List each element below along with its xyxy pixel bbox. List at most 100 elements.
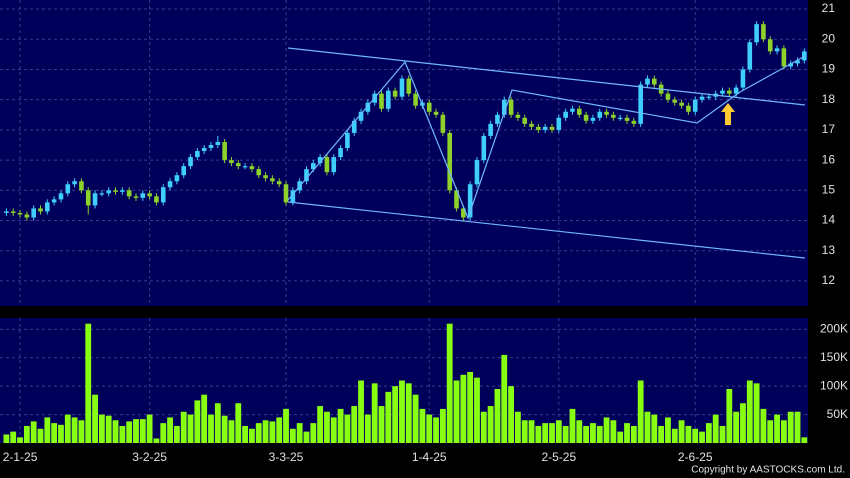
y-tick-label: 19 — [822, 62, 836, 76]
volume-bar — [760, 408, 767, 443]
y-tick-label: 17 — [822, 122, 836, 136]
candle-body — [10, 211, 16, 213]
candle-body — [406, 78, 412, 94]
candle-body — [617, 117, 623, 120]
candle-body — [24, 214, 30, 218]
candle-body — [652, 78, 657, 85]
candle-body — [358, 111, 364, 121]
volume-bar — [392, 386, 399, 443]
volume-tick-label: 200K — [820, 322, 848, 336]
candle-body — [767, 39, 773, 52]
candle-body — [692, 99, 698, 112]
candle-body — [351, 120, 357, 133]
candle-body — [235, 163, 241, 167]
candle-body — [529, 123, 534, 127]
candle-body — [51, 199, 57, 203]
candle-body — [317, 157, 323, 164]
candle-body — [597, 111, 603, 118]
x-tick-label: 3-2-25 — [132, 450, 167, 464]
x-tick-label: 2-6-25 — [678, 450, 713, 464]
volume-bar — [412, 394, 419, 443]
volume-bar — [753, 383, 760, 443]
volume-bar — [242, 425, 248, 443]
volume-bar — [610, 420, 617, 443]
volume-bar — [330, 417, 337, 443]
volume-bar — [269, 421, 276, 443]
volume-bar — [317, 406, 324, 443]
candle-body — [345, 132, 350, 149]
candle-body — [365, 102, 371, 112]
candle-body — [515, 114, 521, 118]
volume-bar — [508, 386, 514, 443]
volume-bar — [351, 406, 358, 443]
candle-body — [495, 114, 500, 124]
candle-body — [304, 169, 309, 182]
candle-body — [474, 160, 480, 185]
volume-bar — [460, 374, 467, 443]
volume-bar — [549, 423, 555, 443]
volume-bar — [126, 421, 133, 443]
candle-body — [331, 157, 337, 173]
y-tick-label: 12 — [822, 273, 836, 287]
volume-bar — [405, 383, 412, 443]
x-tick-label: 1-4-25 — [412, 450, 447, 464]
volume-bar — [10, 431, 17, 443]
candle-body — [120, 190, 125, 192]
candle-body — [761, 24, 766, 40]
candle-body — [311, 163, 316, 170]
signal-arrow — [721, 103, 735, 125]
candle-body — [631, 120, 637, 124]
candle-body — [699, 96, 705, 100]
volume-bar — [596, 425, 603, 443]
y-tick-label: 15 — [822, 182, 836, 196]
grid: 12 13 14 15 16 17 18 19 20 21 50K 100K 150K 200K 2-1-2… — [0, 0, 848, 464]
volume-bar — [740, 403, 746, 443]
volume-bar — [678, 420, 685, 443]
candle-body — [154, 196, 159, 203]
candle-body — [249, 166, 255, 170]
candle-body — [440, 114, 446, 133]
volume-bar — [85, 323, 92, 443]
volume-bar — [262, 420, 269, 443]
volume-bar — [712, 414, 719, 443]
candle-body — [17, 212, 23, 215]
candle-body — [467, 184, 473, 218]
volume-bar — [801, 437, 808, 443]
candle-body — [188, 157, 193, 167]
candle-body — [79, 181, 84, 191]
volume-bar — [119, 425, 126, 443]
candle-body — [788, 63, 793, 67]
volume-bar — [733, 411, 740, 443]
candle-body — [727, 90, 732, 94]
volume-bar — [167, 417, 173, 443]
volume-bar — [37, 428, 44, 443]
candle-body — [215, 141, 221, 145]
volume-bar — [139, 419, 146, 443]
volume-bar — [78, 420, 85, 443]
candle-body — [263, 175, 268, 179]
volume-bar — [617, 431, 624, 443]
volume-bar — [767, 420, 774, 443]
volume-bar — [685, 425, 692, 443]
candle-body — [774, 48, 780, 52]
volume-bar — [787, 411, 794, 443]
volume-bar — [774, 414, 780, 443]
volume-bar — [726, 389, 733, 443]
volume-bar — [555, 420, 562, 443]
volume-bar — [474, 377, 480, 443]
candle-body — [99, 193, 105, 195]
volume-bar — [501, 354, 508, 443]
candle-body — [208, 144, 214, 149]
volume-tick-label: 150K — [820, 350, 848, 364]
volume-bar — [105, 415, 112, 443]
volume-bar — [344, 414, 351, 443]
volume-bar — [303, 431, 310, 443]
volume-bar — [569, 408, 576, 443]
zigzag — [287, 55, 806, 220]
volume-bar — [528, 420, 535, 443]
volume-bar — [235, 403, 242, 443]
volume-bar — [583, 425, 589, 443]
volume-bar — [3, 434, 10, 443]
volume-bar — [17, 437, 23, 443]
